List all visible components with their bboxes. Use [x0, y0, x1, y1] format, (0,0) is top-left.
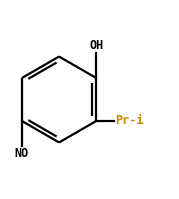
Text: OH: OH	[89, 39, 103, 52]
Text: Pr-i: Pr-i	[115, 114, 144, 128]
Text: NO: NO	[15, 147, 29, 160]
